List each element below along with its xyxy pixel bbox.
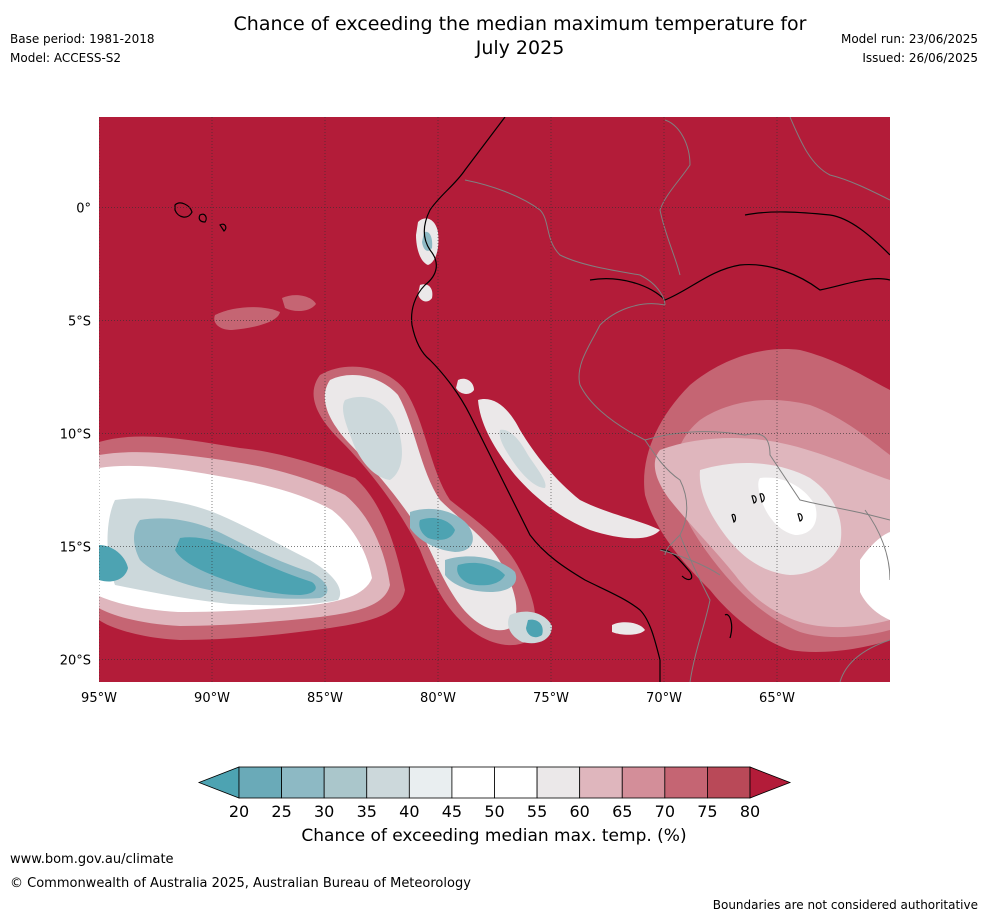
map-title-line1: Chance of exceeding the median maximum t…	[233, 13, 807, 35]
lat-label-4: 20°S	[60, 653, 91, 668]
contour-east-50	[758, 477, 817, 535]
contour-south-patch	[612, 622, 645, 635]
meta-left: Base period: 1981-2018 Model: ACCESS-S2	[10, 30, 155, 68]
lon-label-3: 80°W	[420, 691, 456, 706]
colorbar-segment-3	[366, 766, 410, 799]
contour-south-20	[526, 619, 543, 638]
colorbar-segment-5	[451, 766, 495, 799]
lon-label-2: 85°W	[307, 691, 343, 706]
colorbar-tick-9: 65	[612, 802, 632, 821]
colorbar-segment-4	[408, 766, 453, 799]
colorbar-tick-3: 35	[357, 802, 377, 821]
longitude-labels: 95°W 90°W 85°W 80°W 75°W 70°W 65°W	[81, 691, 795, 706]
colorbar: 20 25 30 35 40 45 50 55 60 65 70 75 80	[197, 766, 792, 821]
colorbar-segment-2	[323, 766, 368, 799]
colorbar-segment-10	[664, 766, 708, 799]
meta-right: Model run: 23/06/2025 Issued: 26/06/2025	[841, 30, 978, 68]
latitude-labels: 0° 5°S 10°S 15°S 20°S	[60, 201, 91, 668]
colorbar-extend-high	[749, 766, 792, 799]
issued-date: Issued: 26/06/2025	[862, 51, 978, 65]
colorbar-tick-2: 30	[314, 802, 334, 821]
colorbar-tick-0: 20	[229, 802, 249, 821]
colorbar-tick-10: 70	[655, 802, 675, 821]
contour-west-edge	[99, 545, 128, 582]
contour-sw-20	[175, 537, 316, 595]
colorbar-tick-11: 75	[697, 802, 717, 821]
colorbar-segment-8	[579, 766, 623, 799]
boundaries-disclaimer: Boundaries are not considered authoritat…	[712, 898, 978, 912]
colorbar-tick-5: 45	[442, 802, 462, 821]
graticule	[99, 117, 890, 682]
colorbar-segment-0	[238, 766, 282, 799]
contour-central-20b	[457, 562, 505, 586]
map-title: Chance of exceeding the median maximum t…	[140, 12, 900, 60]
base-period: Base period: 1981-2018	[10, 32, 155, 46]
contour-central-20a	[419, 518, 455, 540]
map-panel	[99, 117, 890, 682]
lon-label-0: 95°W	[81, 691, 117, 706]
contour-coastal-40	[499, 429, 546, 488]
contour-coastal-60	[478, 399, 660, 539]
colorbar-tick-1: 25	[271, 802, 291, 821]
contour-w-patch2	[282, 295, 316, 312]
model-run: Model run: 23/06/2025	[840, 32, 978, 46]
probability-contours	[99, 218, 890, 652]
contour-east-55	[699, 463, 842, 575]
lat-label-0: 0°	[76, 201, 91, 216]
bom-url[interactable]: www.bom.gov.au/climate	[10, 852, 174, 867]
lat-label-1: 5°S	[68, 314, 91, 329]
colorbar-tick-8: 60	[569, 802, 589, 821]
contour-central-40	[342, 396, 402, 480]
colorbar-tick-12: 80	[740, 802, 760, 821]
lon-label-1: 90°W	[194, 691, 230, 706]
lon-label-5: 70°W	[646, 691, 682, 706]
colorbar-segment-9	[621, 766, 666, 799]
lat-label-3: 15°S	[60, 540, 91, 555]
contour-w-patch1	[214, 307, 280, 330]
coastline	[174, 117, 890, 682]
colorbar-segment-6	[494, 766, 538, 799]
colorbar-tick-4: 40	[399, 802, 419, 821]
colorbar-segment-11	[707, 766, 751, 799]
map-title-line2: July 2025	[475, 37, 565, 59]
copyright-notice: © Commonwealth of Australia 2025, Austra…	[10, 876, 471, 891]
country-borders	[464, 117, 890, 682]
colorbar-tick-7: 55	[527, 802, 547, 821]
colorbar-tick-6: 50	[484, 802, 504, 821]
lon-label-6: 65°W	[759, 691, 795, 706]
lon-label-4: 75°W	[533, 691, 569, 706]
contour-coastal-small	[456, 378, 474, 394]
model-name: Model: ACCESS-S2	[10, 51, 122, 65]
colorbar-extend-low	[197, 766, 240, 799]
colorbar-segment-7	[536, 766, 581, 799]
colorbar-segment-1	[281, 766, 325, 799]
lat-label-2: 10°S	[60, 427, 91, 442]
colorbar-label: Chance of exceeding median max. temp. (%…	[301, 826, 687, 846]
contour-east-edge	[860, 532, 890, 620]
